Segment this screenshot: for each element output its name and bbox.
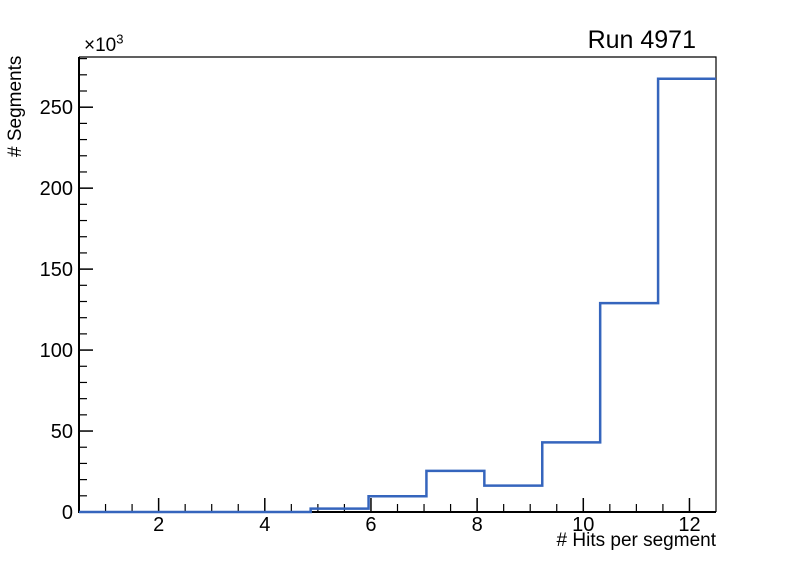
x-tick-label: 8 [472,514,483,536]
y-axis-title: # Segments [5,55,26,157]
y-tick-label: 0 [62,502,73,524]
x-tick-label: 4 [259,514,270,536]
power-exponent: 3 [116,31,124,47]
plot-frame-axes [78,57,716,513]
x-tick-label: 12 [678,514,700,536]
y-tick-label: 200 [40,178,73,200]
histogram-line [79,77,716,514]
y-tick-label: 50 [51,421,73,443]
x-tick-label: 2 [153,514,164,536]
y-axis-power-label: ×103 [84,33,123,56]
power-base: ×10 [84,35,117,56]
x-tick-label: 10 [572,514,594,536]
y-tick-label: 250 [40,97,73,119]
plot-title: Run 4971 [587,26,696,54]
y-tick-label: 150 [40,259,73,281]
x-axis-title: # Hits per segment [556,530,716,551]
x-tick-label: 6 [365,514,376,536]
y-tick-label: 100 [40,340,73,362]
plot-frame-top-right [79,56,717,512]
